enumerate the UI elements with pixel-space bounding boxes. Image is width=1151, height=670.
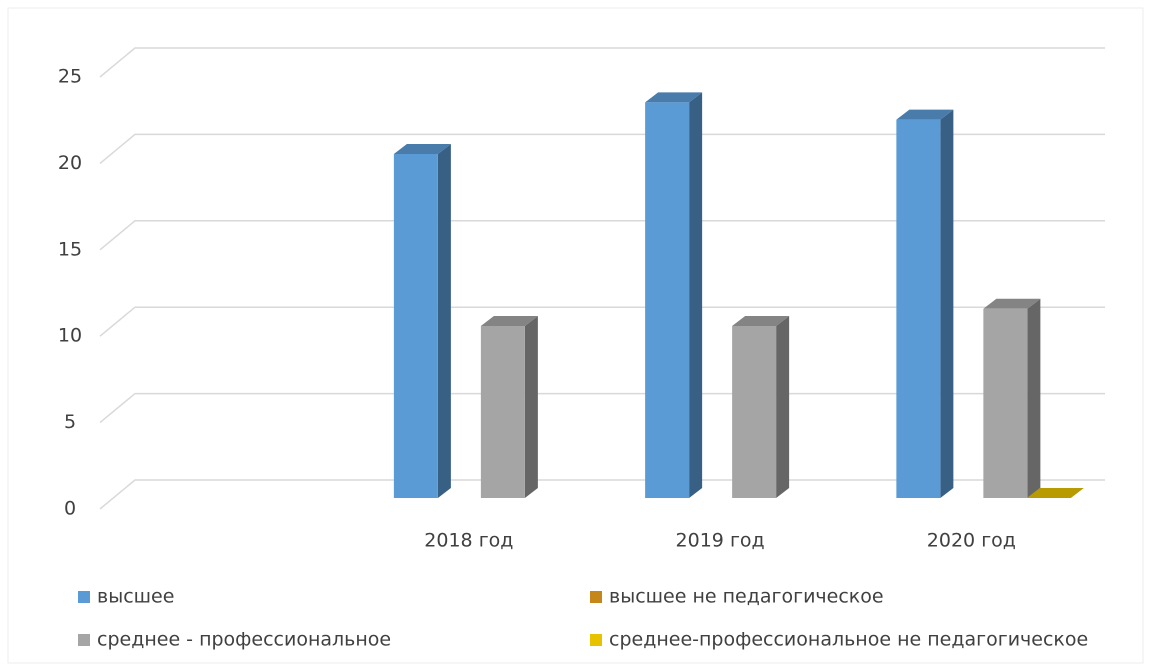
bar-face	[776, 316, 790, 498]
bar-face	[645, 102, 690, 499]
x-tick-label: 2020 год	[927, 530, 1016, 552]
bar-face	[1026, 488, 1084, 498]
grid-line	[99, 220, 1105, 251]
bar-face	[480, 316, 538, 326]
bar-face	[940, 109, 954, 498]
bar-face	[437, 144, 451, 498]
bar-face	[896, 119, 941, 498]
bar-face	[645, 92, 703, 103]
bar	[393, 144, 451, 498]
legend-label: среднее - профессиональное	[97, 629, 391, 651]
bar	[732, 316, 790, 498]
bar	[983, 298, 1041, 498]
bar	[896, 109, 954, 498]
bar-face	[1027, 298, 1041, 498]
bar-face	[393, 154, 438, 498]
legend-swatch	[590, 591, 602, 603]
legend-swatch	[590, 634, 602, 646]
y-tick-label: 0	[64, 498, 76, 520]
bar-face	[524, 316, 538, 498]
legend-swatch	[78, 591, 90, 603]
bar-face	[480, 326, 525, 498]
legend-swatch	[78, 634, 90, 646]
bar	[645, 92, 703, 499]
grid-line	[99, 133, 1105, 164]
y-tick-label: 20	[58, 152, 82, 174]
grid-line	[99, 47, 1105, 78]
bar-face	[732, 316, 790, 326]
grid-line	[99, 306, 1105, 337]
y-tick-label: 25	[58, 66, 82, 88]
bar-face	[983, 298, 1041, 309]
y-tick-label: 10	[58, 325, 82, 347]
chart-frame	[7, 7, 1144, 664]
legend-label: высшее	[97, 586, 174, 608]
y-tick-label: 5	[64, 411, 76, 433]
x-tick-label: 2019 год	[676, 530, 765, 552]
bar-face	[689, 92, 703, 499]
x-tick-label: 2018 год	[424, 530, 513, 552]
bar-face	[983, 308, 1028, 498]
bar-face	[732, 326, 777, 498]
y-tick-label: 15	[58, 238, 82, 260]
bar	[1026, 488, 1084, 498]
bar	[480, 316, 538, 498]
legend-label: высшее не педагогическое	[609, 586, 884, 608]
legend-label: среднее-профессиональное не педагогическ…	[609, 629, 1088, 651]
bar-face	[896, 109, 954, 120]
bar-face	[393, 144, 451, 154]
